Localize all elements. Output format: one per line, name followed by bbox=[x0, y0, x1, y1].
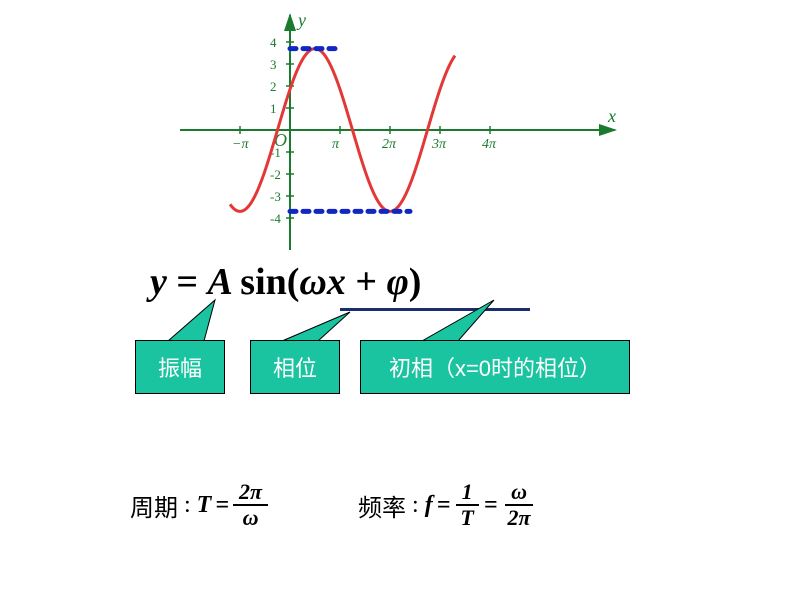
svg-text:1: 1 bbox=[270, 101, 277, 116]
svg-text:π: π bbox=[332, 137, 340, 152]
formula-row: 周期: T = 2π ω 频率: f = 1 T = ω 2π bbox=[130, 480, 537, 530]
svg-text:-3: -3 bbox=[270, 189, 281, 204]
svg-text:-4: -4 bbox=[270, 211, 281, 226]
svg-text:4: 4 bbox=[270, 35, 277, 50]
eq-y: y bbox=[150, 261, 167, 303]
svg-text:-2: -2 bbox=[270, 167, 281, 182]
svg-text:4π: 4π bbox=[482, 137, 497, 152]
eq-amplitude-A: A bbox=[208, 261, 231, 303]
eq-close: ) bbox=[409, 261, 422, 303]
callout-amplitude: 振幅 bbox=[135, 340, 225, 394]
period-num: 2π bbox=[233, 480, 268, 506]
svg-text:y: y bbox=[296, 10, 306, 30]
freq-num2: ω bbox=[505, 480, 533, 506]
svg-text:−π: −π bbox=[232, 137, 249, 152]
callout-initial-phase: 初相（x=0时的相位） bbox=[360, 340, 630, 394]
freq-den1: T bbox=[454, 506, 479, 530]
freq-num1: 1 bbox=[456, 480, 479, 506]
frequency-formula: 频率: f = 1 T = ω 2π bbox=[358, 480, 537, 530]
frequency-label: 频率 bbox=[358, 488, 406, 523]
svg-text:2π: 2π bbox=[382, 137, 397, 152]
eq-equals: = bbox=[176, 261, 207, 303]
main-equation: y = A sin(ωx + φ) bbox=[150, 260, 421, 304]
period-label: 周期 bbox=[130, 488, 178, 523]
eq-omega-x: ωx bbox=[299, 261, 345, 303]
phase-underline bbox=[340, 308, 530, 311]
callout-phase: 相位 bbox=[250, 340, 340, 394]
period-var: T bbox=[197, 492, 212, 519]
svg-text:3: 3 bbox=[270, 57, 277, 72]
sine-chart: xyO−ππ2π3π4π1234-1-2-3-4 bbox=[180, 10, 620, 250]
period-den: ω bbox=[237, 506, 265, 530]
period-formula: 周期: T = 2π ω bbox=[130, 480, 268, 530]
svg-text:3π: 3π bbox=[431, 137, 447, 152]
eq-sin: sin( bbox=[240, 261, 299, 303]
freq-den2: 2π bbox=[502, 506, 537, 530]
eq-plus: + bbox=[355, 261, 386, 303]
frequency-var: f bbox=[425, 492, 433, 519]
eq-phi: φ bbox=[387, 261, 409, 303]
svg-text:x: x bbox=[607, 106, 616, 126]
svg-text:2: 2 bbox=[270, 79, 277, 94]
